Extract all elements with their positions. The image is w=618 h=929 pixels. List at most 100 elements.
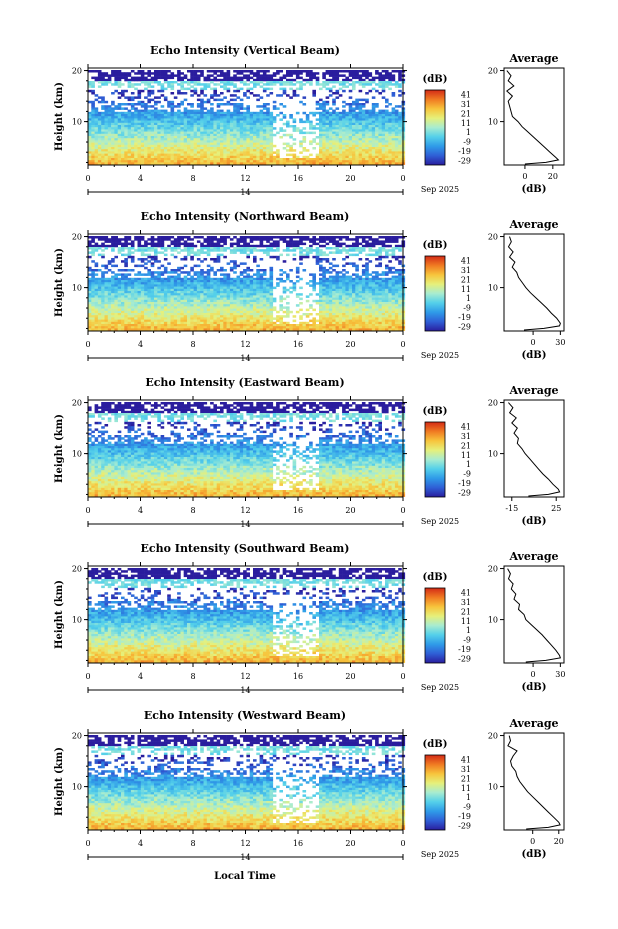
heatmap-cell [200,236,204,239]
heatmap-cell [124,111,128,115]
heatmap-cell [190,266,194,270]
heatmap-cell [391,253,396,257]
heatmap-cell [147,81,151,84]
heatmap-cell [262,107,267,110]
heatmap-cell [358,158,363,161]
heatmap-cell [322,127,326,130]
heatmap-cell [91,133,95,137]
heatmap-cell [319,286,323,290]
heatmap-cell [246,158,250,161]
heatmap-cell [322,103,326,106]
heatmap-cell [322,138,326,141]
heatmap-cell [203,125,208,128]
heatmap-cell [193,83,198,86]
heatmap-cell [183,109,188,113]
heatmap-cell [332,140,336,143]
heatmap-cell [226,122,231,126]
heatmap-cell [375,277,379,281]
heatmap-cell [315,83,320,86]
heatmap-cells [88,70,406,165]
heatmap-cell [150,297,155,301]
heatmap-cell [282,297,287,301]
heatmap-cell [358,78,363,82]
heatmap-cell [391,158,396,161]
heatmap-cell [375,105,379,108]
heatmap-cell [233,118,237,121]
heatmap-cell [272,100,277,104]
heatmap-cell [286,253,290,257]
heatmap-cell [193,114,198,117]
heatmap-cell [345,284,349,287]
heatmap-cell [246,131,250,135]
heatmap-cell [272,81,277,84]
heatmap-cell [332,92,336,95]
heatmap-cell [187,282,191,285]
heatmap-cell [114,136,118,139]
heatmap-cell [229,238,234,241]
heatmap-cell [177,299,181,303]
heatmap-cell [130,155,135,159]
heatmap-cell [180,288,184,292]
heatmap-cell [328,155,333,159]
heatmap-cell [163,160,168,163]
heatmap-cell [305,247,310,250]
heatmap-cell [361,293,366,296]
heatmap-cell [190,255,194,259]
heatmap-cell [203,244,208,248]
heatmap-cell [249,122,254,126]
heatmap-cell [394,280,399,283]
heatmap-cell [127,151,132,154]
heatmap-cell [163,158,168,161]
heatmap-cell [163,144,168,148]
heatmap-cell [381,136,386,139]
heatmap-cell [124,89,128,93]
heatmap-cell [319,147,323,150]
heatmap-cell [94,264,99,268]
heatmap-cell [121,74,125,77]
heatmap-cell [144,160,148,163]
heatmap-cell [398,131,402,135]
heatmap-cell [229,136,234,139]
heatmap-cell [338,120,343,124]
heatmap-cell [256,105,260,108]
heatmap-cell [170,302,175,305]
heatmap-cell [338,74,343,77]
heatmap-cell [163,133,168,137]
heatmap-cell [236,125,241,128]
heatmap-cell [295,81,300,84]
heatmap-cell [365,266,369,270]
heatmap-cell [137,299,142,303]
heatmap-cell [130,251,135,254]
heatmap-cell [177,151,181,154]
heatmap-cell [253,284,257,287]
heatmap-cell [286,288,290,292]
heatmap-cell [124,127,128,130]
heatmap-cell [305,70,310,73]
heatmap-cell [269,138,274,141]
heatmap-cell [342,111,346,115]
heatmap-cell [305,120,310,124]
heatmap-cell [94,288,99,292]
heatmap-cell [269,120,274,124]
heatmap-cell [147,140,151,143]
heatmap-cell [279,277,283,281]
heatmap-cell [394,131,399,135]
heatmap-cell [266,280,270,283]
heatmap-cell [167,284,171,287]
heatmap-cell [352,118,356,121]
heatmap-cell [183,153,188,157]
heatmap-cell [375,129,379,132]
heatmap-cell [193,158,198,161]
heatmap-cell [391,70,396,73]
heatmap-cell [183,299,188,303]
heatmap-cell [124,162,128,165]
heatmap-cell [196,127,201,130]
heatmap-cell [253,116,257,119]
heatmap-cell [361,98,366,102]
heatmap-cell [249,288,254,292]
heatmap-cell [233,295,237,298]
heatmap-cell [335,299,340,303]
heatmap-cell [266,131,270,135]
heatmap-cell [355,136,359,139]
heatmap-cell [249,138,254,141]
